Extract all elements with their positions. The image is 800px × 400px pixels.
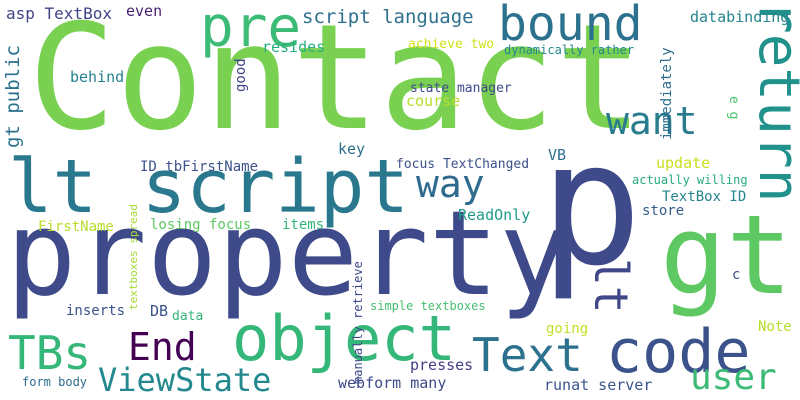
word-lt-vertical: lt xyxy=(584,258,638,314)
word-achieve-two: achieve two xyxy=(408,37,495,52)
word-update: update xyxy=(656,154,711,172)
word-focus-textchanged: focus TextChanged xyxy=(396,157,530,172)
word-dynamically-rather: dynamically rather xyxy=(504,43,635,57)
word-simple-textboxes: simple textboxes xyxy=(370,299,486,313)
word-viewstate: ViewState xyxy=(98,361,272,399)
word-firstname: FirstName xyxy=(38,219,114,235)
word-tbs: TBs xyxy=(8,326,92,380)
word-user: user xyxy=(690,357,777,398)
word-presses: presses xyxy=(410,356,474,374)
word-resides: resides xyxy=(262,38,326,56)
word-runat-server: runat server xyxy=(544,376,653,394)
word-actually-willing: actually willing xyxy=(632,173,748,187)
word-p: p xyxy=(540,106,643,304)
word-items: items xyxy=(282,217,325,233)
word-bound: bound xyxy=(498,0,643,52)
word-note: Note xyxy=(758,319,792,335)
word-gt-large: gt xyxy=(660,191,793,319)
word-even: even xyxy=(126,2,163,20)
word-vb: VB xyxy=(548,146,567,164)
word-form-body: form body xyxy=(22,375,88,389)
word-immediately: immediately xyxy=(659,47,675,140)
word-losing-focus: losing focus xyxy=(150,217,252,233)
word-store: store xyxy=(642,203,685,219)
word-id-tbfirstname: ID tbFirstName xyxy=(140,159,259,175)
word-text: Text xyxy=(472,328,583,382)
word-e-g: e g xyxy=(726,96,741,120)
word-object: object xyxy=(232,302,456,375)
word-state-manager: state manager xyxy=(410,81,512,96)
word-asp-textbox: asp TextBox xyxy=(6,4,112,23)
word-gt-public: gt public xyxy=(2,45,24,148)
word-property: property xyxy=(6,185,570,322)
word-readonly: ReadOnly xyxy=(458,206,531,224)
word-c: c xyxy=(732,267,741,283)
word-data: data xyxy=(172,309,204,324)
word-course: course xyxy=(406,92,461,110)
word-way: way xyxy=(416,162,485,206)
word-contact: Contact xyxy=(28,0,644,163)
word-going: going xyxy=(546,321,589,337)
word-behind: behind xyxy=(70,68,125,86)
word-code: code xyxy=(606,317,751,387)
word-inserts: inserts xyxy=(66,303,126,319)
word-webform-many: webform many xyxy=(338,374,447,392)
word-key: key xyxy=(338,140,366,158)
word-db: DB xyxy=(150,302,169,320)
word-want: want xyxy=(606,99,698,143)
word-return: return xyxy=(746,0,800,203)
word-script-language: script language xyxy=(302,6,474,28)
word-good: good xyxy=(233,58,249,92)
word-end: End xyxy=(128,325,197,369)
word-textbox-id: TextBox ID xyxy=(662,189,747,205)
word-pre: pre xyxy=(200,0,302,60)
word-lt-script: lt script xyxy=(8,144,409,230)
word-textboxes-spread: textboxes spread xyxy=(127,204,140,310)
word-manually-retrieve: manually retrieve xyxy=(351,261,365,384)
word-databinding: databinding xyxy=(690,8,790,26)
